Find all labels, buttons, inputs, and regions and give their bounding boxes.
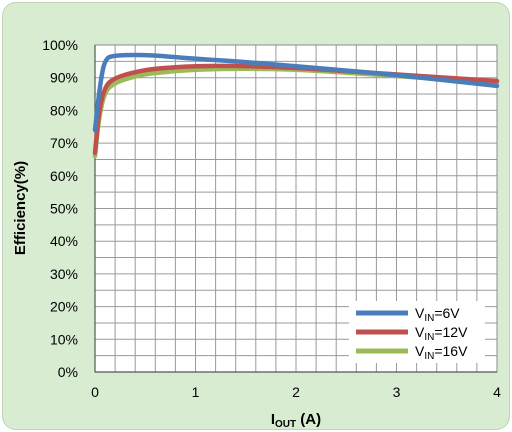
- x-tick-label: 1: [192, 384, 200, 400]
- legend-label-main: V: [415, 343, 425, 359]
- x-axis-title-unit: (A): [296, 411, 321, 428]
- y-tick-label: 50%: [50, 201, 78, 217]
- legend-label-value: =12V: [434, 324, 468, 340]
- legend-label-main: V: [415, 305, 425, 321]
- legend-label: VIN=6V: [415, 305, 460, 324]
- series-lines: [92, 52, 500, 159]
- y-tick-label: 60%: [50, 168, 78, 184]
- x-tick-label: 4: [493, 384, 501, 400]
- x-tick-label: 3: [393, 384, 401, 400]
- y-tick-label: 70%: [50, 135, 78, 151]
- x-tick-labels: 0 1 2 3 4: [91, 384, 501, 400]
- legend-label: VIN=16V: [415, 343, 468, 362]
- axes: [94, 44, 498, 373]
- legend-label-main: V: [415, 324, 425, 340]
- y-tick-label: 30%: [50, 266, 78, 282]
- legend-label-value: =16V: [434, 343, 468, 359]
- x-tick-label: 0: [91, 384, 99, 400]
- y-tick-label: 90%: [50, 70, 78, 86]
- series-line-1: [92, 52, 500, 133]
- y-tick-label: 100%: [42, 37, 78, 53]
- legend-label-subscript: IN: [424, 351, 434, 362]
- y-tick-label: 20%: [50, 299, 78, 315]
- y-tick-label: 10%: [50, 331, 78, 347]
- x-tick-label: 2: [292, 384, 300, 400]
- y-tick-label: 0%: [58, 364, 78, 380]
- x-axis-title-main: I: [271, 411, 275, 428]
- legend-label: VIN=12V: [415, 324, 468, 343]
- y-tick-labels: 0% 10% 20% 30% 40% 50% 60% 70% 80% 90% 100%: [42, 37, 78, 380]
- x-axis-title: IOUT (A): [271, 411, 321, 429]
- y-tick-label: 40%: [50, 233, 78, 249]
- y-axis-title: Efficiency(%): [12, 161, 29, 255]
- x-axis-title-subscript: OUT: [275, 419, 296, 429]
- y-tick-label: 80%: [50, 102, 78, 118]
- legend-label-subscript: IN: [424, 313, 434, 324]
- legend-label-value: =6V: [434, 305, 460, 321]
- legend-label-subscript: IN: [424, 332, 434, 343]
